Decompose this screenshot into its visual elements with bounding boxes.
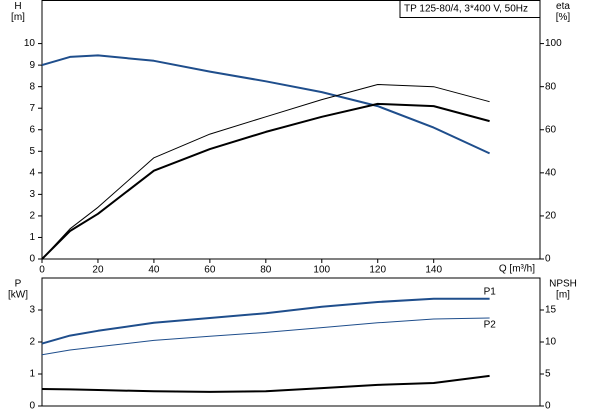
- y-tick-label: 6: [29, 124, 35, 135]
- curve: [41, 297, 490, 345]
- curve: [41, 54, 491, 155]
- title-box: [399, 0, 541, 18]
- y-tick-label: 10: [24, 38, 36, 49]
- x-tick-label: 80: [260, 265, 272, 276]
- y-tick-label: 3: [29, 189, 35, 200]
- chart-title: TP 125-80/4, 3*400 V, 50Hz: [404, 4, 528, 15]
- y2-tick-label: 60: [545, 124, 557, 135]
- curve-label: P2: [484, 320, 497, 331]
- curve: [41, 84, 490, 260]
- y2-axis-label: NPSH: [549, 279, 577, 290]
- x-tick-label: 140: [425, 265, 442, 276]
- y-axis-label: H: [14, 1, 21, 12]
- curve: [41, 317, 490, 356]
- y-axis-label: P: [15, 279, 22, 290]
- y-tick-label: 2: [29, 337, 35, 348]
- curve: [41, 374, 490, 393]
- y-tick-label: 4: [29, 167, 35, 178]
- y2-tick-label: 20: [545, 211, 557, 222]
- y-tick-label: 2: [29, 211, 35, 222]
- y2-axis-unit: [m]: [556, 290, 570, 301]
- x-tick-label: 100: [313, 265, 330, 276]
- plot-frame: [41, 0, 541, 260]
- y2-tick-label: 80: [545, 81, 557, 92]
- x-tick-label: 20: [92, 265, 104, 276]
- y-tick-label: 1: [29, 369, 35, 380]
- y2-tick-label: 0: [545, 401, 551, 412]
- x-axis-label: Q [m³/h]: [499, 264, 535, 275]
- curve-label: P1: [484, 286, 497, 297]
- curve: [41, 102, 490, 260]
- y-tick-label: 3: [29, 305, 35, 316]
- y-tick-label: 9: [29, 60, 35, 71]
- y2-tick-label: 100: [545, 38, 562, 49]
- y-tick-label: 0: [29, 254, 35, 265]
- x-tick-label: 120: [369, 265, 386, 276]
- x-tick-label: 40: [148, 265, 160, 276]
- y2-axis-label: eta: [556, 1, 570, 12]
- y2-tick-label: 5: [545, 369, 551, 380]
- y2-tick-label: 10: [545, 337, 557, 348]
- plot-frame: [41, 277, 541, 407]
- y-tick-label: 1: [29, 232, 35, 243]
- y2-tick-label: 40: [545, 167, 557, 178]
- y-tick-label: 7: [29, 103, 35, 114]
- y-tick-label: 8: [29, 81, 35, 92]
- x-tick-label: 60: [204, 265, 216, 276]
- y-tick-label: 0: [29, 401, 35, 412]
- y2-axis-unit: [%]: [556, 12, 571, 23]
- x-tick-label: 0: [39, 265, 45, 276]
- y2-tick-label: 15: [545, 305, 557, 316]
- y2-tick-label: 0: [545, 254, 551, 265]
- y-tick-label: 5: [29, 146, 35, 157]
- y-axis-unit: [kW]: [8, 290, 28, 301]
- y-axis-unit: [m]: [11, 12, 25, 23]
